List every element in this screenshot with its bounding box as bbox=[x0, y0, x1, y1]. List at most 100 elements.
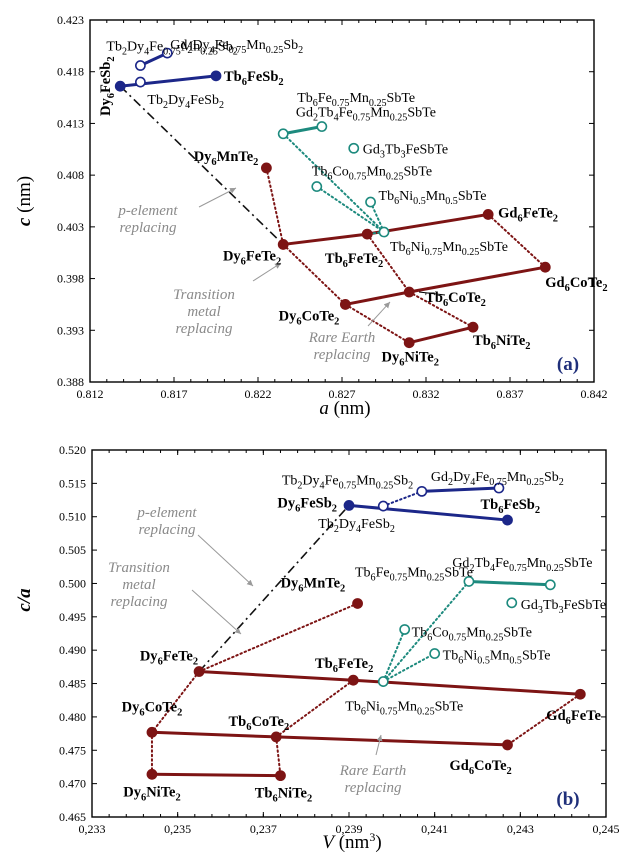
link-tb6ni075sbte-tb6ni05sbte bbox=[382, 652, 436, 683]
label-tb2dy4femn: Tb2Dy4Fe0.75Mn0.25Sb2 bbox=[282, 473, 413, 491]
data-points bbox=[114, 47, 551, 349]
label-gd6cote2: Gd6CoTe2 bbox=[449, 758, 511, 777]
label-tb6fete2: Tb6FeTe2 bbox=[325, 251, 383, 270]
panel-tag: (b) bbox=[556, 789, 579, 810]
point-labels: Dy6FeSb2Tb6FeSb2Tb2Dy4FeSb2Tb2Dy4Fe0.75M… bbox=[98, 38, 607, 369]
point-tb2dy4femn bbox=[416, 485, 428, 497]
y-tick-label: 0.393 bbox=[57, 323, 84, 337]
link-tb6cote2-gd6cote2 bbox=[408, 265, 546, 294]
annotation-text: Transition bbox=[173, 287, 235, 303]
label-tb6comnsbte: Tb6Co0.75Mn0.25SbTe bbox=[412, 625, 532, 643]
y-tick-label: 0.520 bbox=[59, 443, 86, 457]
label-tb6femnsbte: Tb6Fe0.75Mn0.25SbTe bbox=[297, 91, 415, 109]
annotation-text: replacing bbox=[139, 522, 196, 538]
y-tick-label: 0.470 bbox=[59, 777, 86, 791]
label-gd2tb4femnsbte: Gd2Tb4Fe0.75Mn0.25SbTe bbox=[452, 556, 592, 574]
link-tb6fete2-gd6fete2 bbox=[353, 678, 581, 696]
label-dy6mnte2: Dy6MnTe2 bbox=[194, 149, 259, 168]
point-gd2tb4femnsbte bbox=[316, 121, 328, 132]
y-tick-label: 0.413 bbox=[57, 116, 84, 130]
point-tb6fete2 bbox=[347, 674, 359, 686]
label-dy6fete2: Dy6FeTe2 bbox=[140, 649, 198, 668]
link-dy6nite2-tb6nite2 bbox=[151, 772, 281, 778]
link-dy6cote2-dy6nite2 bbox=[344, 303, 411, 344]
link-tb6fete2-tb6cote2 bbox=[366, 233, 411, 294]
point-dy6cote2 bbox=[146, 726, 158, 738]
point-tb6nite2 bbox=[275, 770, 286, 782]
x-tick-label: 0,243 bbox=[507, 822, 534, 836]
annotation-text: replacing bbox=[314, 347, 371, 363]
y-tick-label: 0.515 bbox=[59, 476, 86, 490]
label-tb6fesb2: Tb6FeSb2 bbox=[224, 69, 284, 88]
x-tick-label: 0.832 bbox=[413, 387, 440, 401]
y-tick-label: 0.505 bbox=[59, 543, 86, 557]
x-axis-label: V (nm3) bbox=[322, 830, 381, 853]
chart-panel-a: 0.812 0.817 0.822 0.827 0.832 0.837 0.842 0.388… bbox=[14, 13, 608, 419]
annotation-text: p-element bbox=[136, 505, 197, 521]
link-dy6fete2-tb6fete2 bbox=[198, 670, 354, 682]
label-tb6ni075sbte: Tb6Ni0.75Mn0.25SbTe bbox=[390, 240, 508, 258]
chart-panel-b: 0,233 0,235 0,237 0,239 0,241 0,243 0,245 0.465… bbox=[14, 443, 620, 853]
label-gd3tb3fesbte: Gd3Tb3FeSbTe bbox=[363, 142, 448, 160]
point-tb6fesb2 bbox=[502, 514, 513, 526]
y-tick-label: 0.500 bbox=[59, 576, 86, 590]
link-dy6cote2-tb6cote2 bbox=[151, 730, 277, 739]
link-tb6femnsbte-gd2tb4femnsbte bbox=[282, 125, 323, 136]
link-dy6fete2-tb6fete2 bbox=[283, 232, 368, 246]
y-tick-label: 0.495 bbox=[59, 610, 86, 624]
point-gd3tb3fesbte bbox=[348, 142, 360, 154]
point-gd2dy4femn bbox=[493, 482, 505, 494]
point-dy6mnte2 bbox=[260, 162, 272, 174]
point-tb2dy4fesb2 bbox=[377, 500, 389, 512]
link-dy6mnte2-dy6fete2 bbox=[265, 166, 285, 246]
link-gd6fete2-gd6cote2 bbox=[487, 213, 547, 269]
annotation-text: replacing bbox=[111, 594, 168, 610]
label-dy6cote2: Dy6CoTe2 bbox=[122, 699, 183, 718]
link-tb6fete2-tb6cote2 bbox=[275, 679, 355, 738]
x-tick-label: 0.842 bbox=[581, 387, 608, 401]
link-tb6ni05sbte-tb6ni075sbte bbox=[369, 201, 385, 234]
label-gd2dy4femn: Gd2Dy4Fe0.75Mn0.25Sb2 bbox=[431, 470, 564, 488]
point-dy6fete2 bbox=[277, 239, 289, 250]
link-tb2dy4femn-gd2dy4femn bbox=[421, 486, 499, 493]
point-dy6mnte2 bbox=[352, 598, 363, 609]
annotation-text: Rare Earth bbox=[339, 763, 407, 779]
point-gd6cote2 bbox=[539, 261, 551, 273]
x-axis-label: a (nm) bbox=[319, 398, 370, 419]
x-tick-label: 0,239 bbox=[336, 822, 363, 836]
point-gd6fete2 bbox=[574, 688, 586, 700]
point-dy6nite2 bbox=[146, 768, 158, 780]
point-dy6fesb2 bbox=[114, 80, 126, 92]
annotation-text: replacing bbox=[176, 321, 233, 337]
x-tick-label: 0.827 bbox=[329, 387, 356, 401]
label-tb6fete2: Tb6FeTe2 bbox=[315, 656, 373, 675]
label-gd2tb4femnsbte: Gd2Tb4Fe0.75Mn0.25SbTe bbox=[296, 106, 436, 124]
label-tb6ni05sbte: Tb6Ni0.5Mn0.5SbTe bbox=[379, 189, 487, 207]
y-tick-label: 0.490 bbox=[59, 643, 86, 657]
y-axis-label: c (nm) bbox=[14, 176, 35, 226]
link-dy6fete2-dy6cote2 bbox=[282, 243, 347, 306]
x-tick-label: 0.837 bbox=[497, 387, 524, 401]
label-dy6nite2: Dy6NiTe2 bbox=[123, 784, 180, 803]
label-tb6fesb2: Tb6FeSb2 bbox=[480, 497, 540, 516]
annotation-arrow bbox=[375, 734, 383, 756]
x-tick-label: 0,233 bbox=[79, 822, 106, 836]
y-tick-label: 0.485 bbox=[59, 677, 86, 691]
point-dy6nite2 bbox=[403, 337, 415, 349]
link-dy6cote2-tb6cote2 bbox=[345, 290, 410, 306]
link-tb2dy4fesb2-tb2dy4femn bbox=[382, 490, 423, 508]
link-tb6cote2-gd6cote2 bbox=[276, 735, 508, 747]
label-gd6fete2: Gd6FeTe bbox=[546, 708, 601, 727]
x-tick-label: 0,241 bbox=[421, 822, 448, 836]
point-tb6fete2 bbox=[361, 228, 373, 240]
label-tb6nite2: Tb6NiTe2 bbox=[255, 786, 312, 805]
annotation-arrow bbox=[191, 589, 242, 635]
point-tb6femnsbte bbox=[463, 576, 475, 587]
point-gd2dy4femn bbox=[161, 47, 173, 59]
x-tick-label: 0,235 bbox=[164, 822, 191, 836]
label-dy6fete2: Dy6FeTe2 bbox=[223, 248, 281, 267]
label-gd2dy4femn: Gd2Dy4Fe0.75Mn0.25Sb2 bbox=[170, 38, 303, 56]
label-gd6cote2: Gd6CoTe2 bbox=[545, 275, 607, 294]
label-dy6fesb2: Dy6FeSb2 bbox=[277, 495, 337, 514]
